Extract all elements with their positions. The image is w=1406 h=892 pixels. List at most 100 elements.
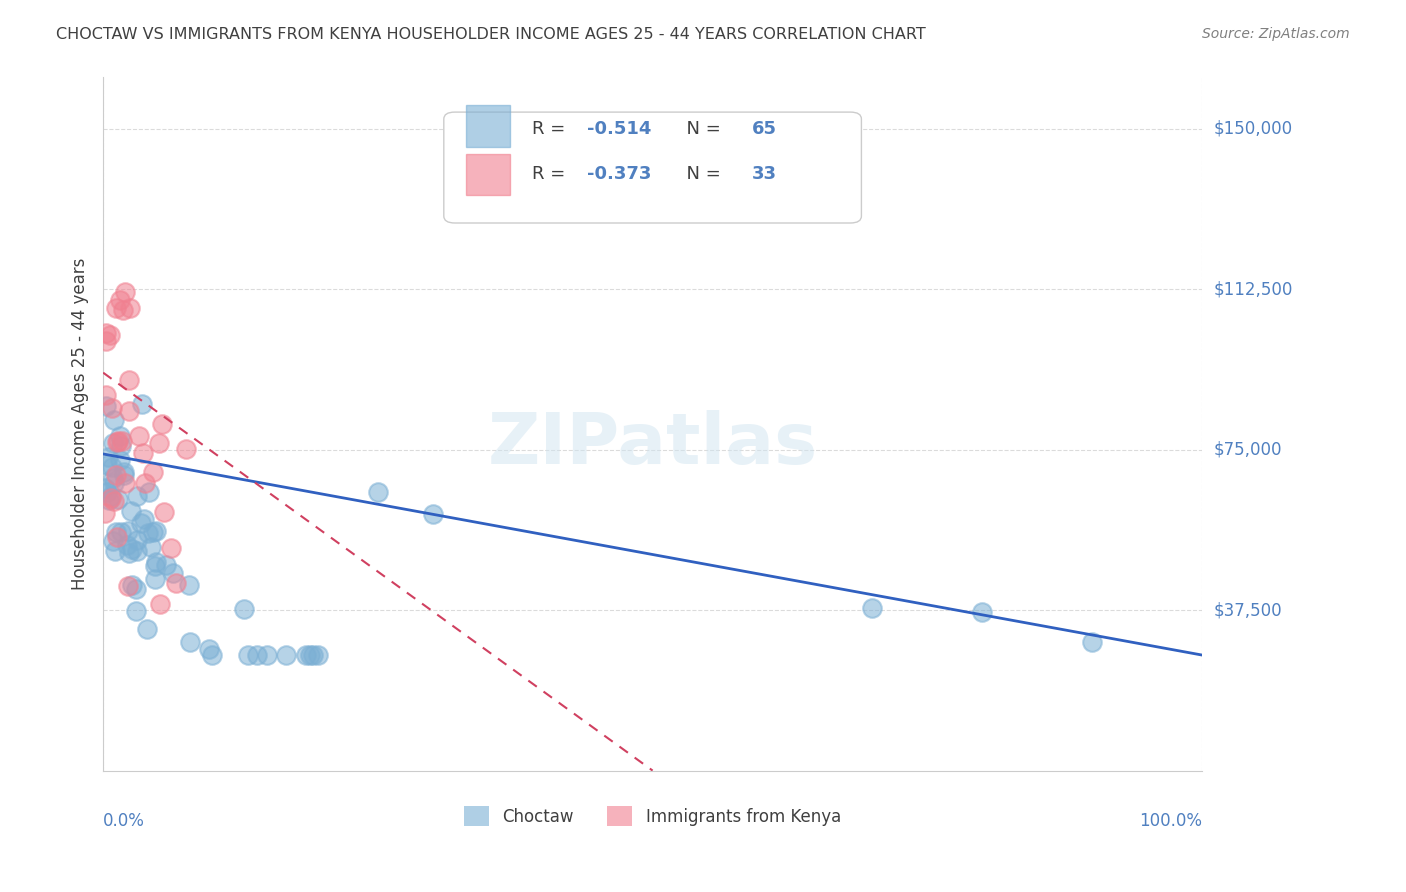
Point: [125, 533, 148, 547]
Point: [118, 404, 141, 418]
Point: [114, 476, 136, 491]
Text: N =: N =: [675, 166, 725, 184]
Point: [135, 622, 157, 636]
Point: [132, 445, 155, 459]
Text: $150,000: $150,000: [1213, 120, 1292, 137]
Point: [127, 490, 149, 504]
Point: [112, 303, 135, 318]
Point: [256, 648, 278, 662]
Point: [108, 293, 131, 308]
Text: Source: ZipAtlas.com: Source: ZipAtlas.com: [1202, 27, 1350, 41]
Point: [118, 545, 141, 559]
Point: [143, 559, 166, 574]
Point: [152, 505, 174, 519]
Point: [96, 485, 118, 500]
Point: [198, 642, 221, 657]
Point: [103, 494, 125, 508]
Point: [107, 530, 129, 544]
Point: [100, 460, 122, 475]
Point: [117, 579, 139, 593]
Text: $37,500: $37,500: [1213, 601, 1282, 619]
Point: [101, 401, 124, 415]
Point: [125, 544, 148, 558]
Text: N =: N =: [675, 120, 725, 138]
Point: [179, 634, 201, 648]
Point: [105, 467, 128, 482]
Point: [104, 301, 127, 315]
Point: [307, 648, 329, 662]
Point: [145, 555, 167, 569]
Point: [142, 525, 165, 540]
Point: [121, 578, 143, 592]
Point: [139, 540, 162, 554]
Point: [112, 465, 135, 479]
Point: [120, 504, 142, 518]
Point: [128, 429, 150, 443]
Point: [118, 301, 141, 316]
Text: $75,000: $75,000: [1213, 441, 1282, 458]
Point: [114, 285, 136, 300]
Point: [104, 525, 127, 540]
Point: [101, 533, 124, 548]
Point: [131, 397, 153, 411]
Point: [129, 516, 152, 531]
Point: [162, 566, 184, 581]
Point: [117, 524, 139, 538]
Point: [201, 648, 224, 662]
Point: [142, 465, 165, 479]
Point: [110, 438, 132, 452]
Point: [96, 326, 118, 340]
Point: [100, 489, 122, 503]
Point: [294, 648, 316, 662]
Point: [108, 453, 131, 467]
Point: [107, 491, 129, 506]
Point: [101, 435, 124, 450]
Point: [177, 578, 200, 592]
Point: [149, 598, 172, 612]
Y-axis label: Householder Income Ages 25 - 44 years: Householder Income Ages 25 - 44 years: [72, 258, 89, 591]
Point: [94, 334, 117, 348]
Bar: [465, 153, 510, 195]
Point: [112, 468, 135, 483]
Point: [134, 475, 156, 490]
Point: [422, 507, 444, 521]
Point: [274, 648, 297, 662]
Point: [103, 413, 125, 427]
FancyBboxPatch shape: [444, 112, 862, 223]
Text: 0.0%: 0.0%: [103, 813, 145, 830]
Point: [103, 471, 125, 485]
Point: [108, 429, 131, 443]
Point: [860, 601, 883, 615]
Bar: [465, 105, 510, 147]
Legend: Choctaw, Immigrants from Kenya: Choctaw, Immigrants from Kenya: [457, 799, 848, 833]
Point: [107, 434, 129, 448]
Point: [117, 538, 139, 552]
Point: [121, 541, 143, 556]
Text: 100.0%: 100.0%: [1139, 813, 1202, 830]
Point: [232, 602, 254, 616]
Point: [97, 450, 120, 464]
Point: [104, 544, 127, 558]
Point: [155, 558, 177, 573]
Point: [145, 572, 167, 586]
Text: 65: 65: [752, 120, 776, 138]
Point: [150, 417, 173, 431]
Point: [138, 484, 160, 499]
Point: [160, 541, 183, 556]
Point: [125, 604, 148, 618]
Point: [98, 492, 121, 507]
Point: [118, 373, 141, 387]
Point: [94, 506, 117, 520]
Point: [103, 475, 125, 490]
Point: [107, 434, 129, 449]
Point: [174, 442, 197, 457]
Point: [96, 458, 118, 473]
Point: [238, 648, 260, 662]
Point: [94, 399, 117, 413]
Text: R =: R =: [531, 120, 571, 138]
Text: 33: 33: [752, 166, 776, 184]
Text: -0.373: -0.373: [586, 166, 651, 184]
Point: [94, 481, 117, 495]
Point: [136, 526, 159, 541]
Point: [165, 576, 187, 591]
